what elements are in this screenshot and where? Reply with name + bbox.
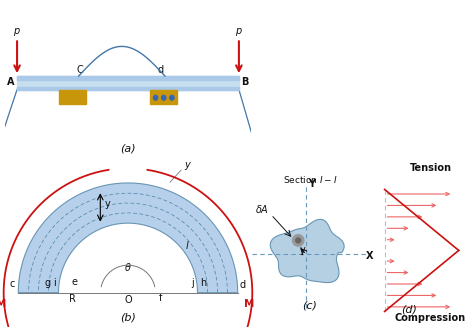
Circle shape (153, 95, 158, 100)
Text: i: i (54, 278, 56, 288)
Bar (150, 89, 177, 104)
Bar (17, 76, 239, 89)
Text: p: p (13, 26, 19, 36)
Text: O: O (124, 295, 132, 305)
Polygon shape (18, 183, 237, 293)
Text: (b): (b) (120, 312, 136, 322)
Text: d: d (157, 65, 164, 75)
Text: $\theta$: $\theta$ (124, 261, 131, 273)
Text: e: e (71, 277, 77, 287)
Text: (d): (d) (401, 305, 417, 315)
Text: R: R (70, 294, 76, 304)
Text: y: y (185, 160, 191, 170)
Text: g: g (45, 278, 51, 288)
Text: $l$: $l$ (185, 239, 189, 251)
Text: p: p (235, 26, 241, 36)
Text: Compression: Compression (395, 313, 466, 323)
Bar (17, 76, 239, 80)
Text: $\delta A$: $\delta A$ (255, 203, 269, 215)
Text: M: M (0, 299, 6, 309)
Text: f: f (159, 91, 162, 101)
Text: M: M (244, 299, 255, 309)
Polygon shape (270, 219, 344, 282)
Text: h: h (201, 278, 207, 288)
Text: y: y (105, 199, 110, 210)
Bar (59, 89, 86, 104)
Circle shape (169, 95, 174, 100)
Text: f: f (159, 293, 163, 303)
Text: y: y (300, 245, 305, 255)
Text: d: d (239, 280, 246, 290)
Text: Section $I-I$: Section $I-I$ (283, 174, 337, 185)
Text: C: C (76, 65, 83, 75)
Circle shape (296, 238, 301, 243)
Text: Y: Y (309, 179, 316, 189)
Bar (17, 87, 239, 89)
Text: B: B (241, 77, 249, 87)
Text: A: A (7, 77, 15, 87)
Circle shape (161, 95, 166, 100)
Text: j: j (191, 278, 193, 288)
Text: X: X (366, 251, 374, 261)
Circle shape (292, 235, 304, 246)
Text: c: c (9, 279, 15, 289)
Text: e: e (69, 91, 75, 101)
Text: (a): (a) (120, 144, 136, 153)
Text: Tension: Tension (410, 163, 451, 173)
Text: (c): (c) (301, 301, 317, 311)
